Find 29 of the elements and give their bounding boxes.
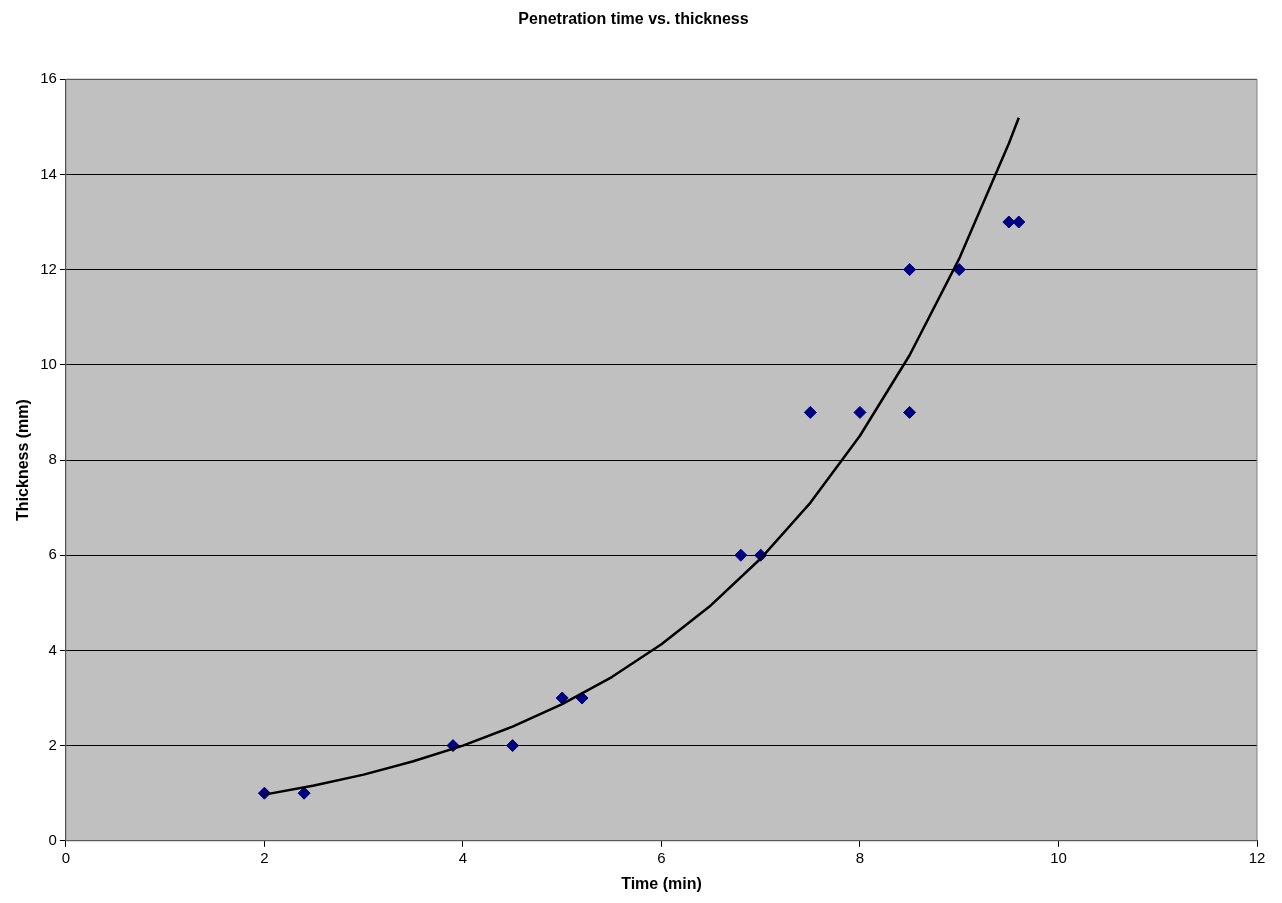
point	[506, 739, 520, 753]
x-tick-label: 4	[458, 848, 468, 866]
y-tick-label: 6	[48, 545, 57, 563]
point	[734, 548, 748, 562]
x-tick-label: 8	[855, 848, 865, 866]
y-tick-label: 16	[40, 69, 57, 87]
y-tick-label: 8	[48, 450, 57, 468]
x-tick-label: 6	[657, 848, 666, 866]
point	[297, 786, 311, 800]
x-axis-title: Time (min)	[621, 874, 702, 892]
x-tick-label: 0	[61, 848, 71, 866]
point	[1002, 215, 1016, 229]
chart-title: Penetration time vs. thickness	[518, 10, 749, 28]
y-tick-label: 12	[40, 259, 57, 277]
point	[903, 263, 917, 277]
y-tick-label: 2	[48, 735, 57, 753]
y-axis-title: Thickness (mm)	[14, 399, 32, 521]
point	[853, 405, 867, 419]
point	[903, 405, 917, 419]
x-tick-label: 2	[260, 848, 269, 866]
point	[803, 405, 817, 419]
x-tick-label: 12	[1248, 848, 1266, 866]
point	[1012, 215, 1026, 229]
point	[555, 691, 569, 705]
y-tick-label: 0	[48, 830, 57, 848]
y-tick-label: 4	[48, 640, 57, 658]
x-tick-label: 10	[1050, 848, 1067, 866]
y-tick-label: 14	[40, 164, 57, 182]
y-tick-label: 10	[40, 354, 57, 372]
